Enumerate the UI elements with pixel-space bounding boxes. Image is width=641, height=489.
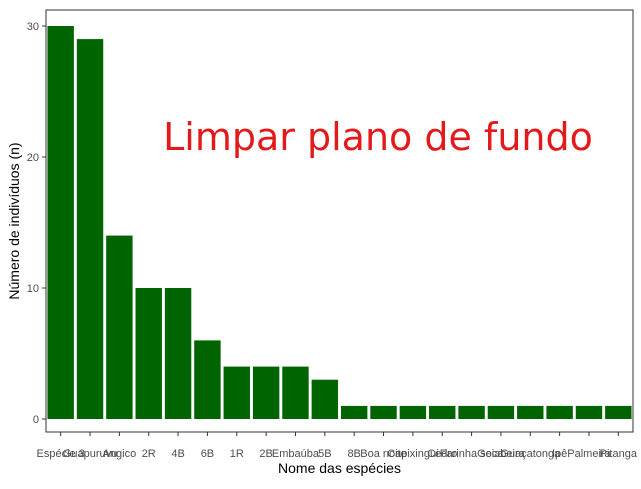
x-tick-label: Goiabeira: [477, 448, 526, 460]
bars-group: [47, 26, 632, 419]
x-tick-label: 8B: [347, 448, 360, 460]
x-tick-label: Cedro: [427, 448, 457, 460]
x-tick-label: Guapuruvu: [63, 448, 117, 460]
x-axis-title: Nome das espécies: [278, 460, 401, 476]
x-tick-label: Ipê: [552, 448, 567, 460]
bar-2: [76, 39, 104, 419]
bar-16: [487, 405, 515, 419]
y-tick-label: 30: [27, 21, 39, 33]
x-tick-label: Embaúba: [272, 448, 320, 460]
bar-5: [164, 288, 192, 419]
x-tick-label: 4B: [171, 448, 184, 460]
x-tick-label: 6B: [201, 448, 214, 460]
x-tick-label: Angico: [103, 448, 137, 460]
bar-15: [458, 405, 485, 419]
bar-13: [399, 405, 427, 419]
bar-3: [106, 235, 133, 419]
bar-18: [546, 405, 573, 419]
x-tick-label: 5B: [318, 448, 331, 460]
y-tick-label: 10: [27, 283, 39, 295]
x-tick-label: 2B: [259, 448, 272, 460]
bar-8: [252, 366, 280, 419]
x-tick-label: Farinha seca: [440, 448, 504, 460]
x-tick-label: Capixingui: [387, 448, 438, 460]
bar-9: [282, 366, 309, 419]
annotation-text: Limpar plano de fundo: [163, 115, 593, 159]
y-axis: 0 10 20 30: [27, 21, 46, 426]
x-tick-label: Palmeira: [567, 448, 611, 460]
x-tick-label: Espécie 3: [37, 448, 85, 460]
bar-11: [340, 405, 368, 419]
x-tick-label: Boa noite: [360, 448, 406, 460]
x-tick-label: Pitanga: [600, 448, 638, 460]
bar-1: [47, 26, 74, 419]
bar-17: [517, 405, 544, 419]
bar-4: [135, 288, 162, 419]
x-tick-label: 2R: [142, 448, 156, 460]
bar-20: [605, 405, 632, 419]
y-tick-label: 20: [27, 152, 39, 164]
x-tick-label: Guaçatonga: [500, 448, 561, 460]
x-tick-label: 1R: [230, 448, 244, 460]
y-axis-title: Número de indivíduos (n): [6, 142, 22, 299]
bar-14: [429, 405, 456, 419]
panel-border: [45, 9, 634, 433]
bar-19: [575, 405, 603, 419]
bar-6: [194, 340, 221, 419]
y-tick-label: 0: [33, 414, 39, 426]
bar-7: [223, 366, 250, 419]
bar-10: [311, 379, 339, 419]
bar-12: [370, 405, 397, 419]
